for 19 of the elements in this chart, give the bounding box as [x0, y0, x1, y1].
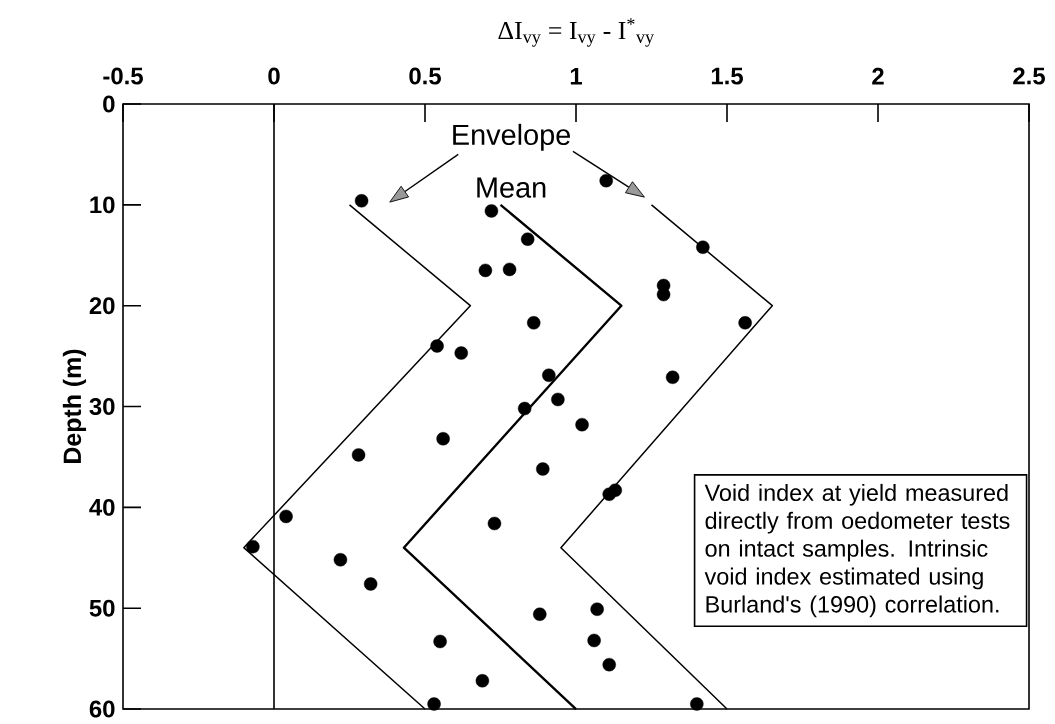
x-tick-label: 1 [570, 68, 582, 85]
y-tick-label: 20 [89, 297, 115, 315]
y-tick-label: 10 [90, 196, 115, 214]
x-tick-label: 0 [268, 67, 280, 85]
annotation: Envelope [453, 123, 570, 151]
y-axis-title: Depth (m) [62, 349, 87, 463]
x-tick-label: 2 [872, 67, 884, 85]
y-tick-label: 60 [89, 700, 115, 718]
x-tick-label: 0.5 [409, 67, 441, 85]
y-tick-label: 30 [89, 398, 115, 415]
y-tick-label: 0 [103, 95, 115, 113]
y-tick-label: 40 [89, 498, 115, 516]
y-tick-label: 50 [89, 599, 115, 617]
x-tick-label: 1.5 [711, 67, 743, 85]
annotation: Mean [477, 177, 546, 198]
x-axis-title: ΔI$_{vy}$ = I$_{vy}$ - I$^{*}$vy [498, 18, 654, 47]
x-tick-label: -0.5 [103, 67, 143, 85]
x-tick-label: 2.5 [1013, 67, 1045, 85]
annotation: Void index at yield measured directly from oedometer tests on intact samples. Intrinsic void index estimated using Burland's (1990) correlation. [704, 483, 1010, 618]
